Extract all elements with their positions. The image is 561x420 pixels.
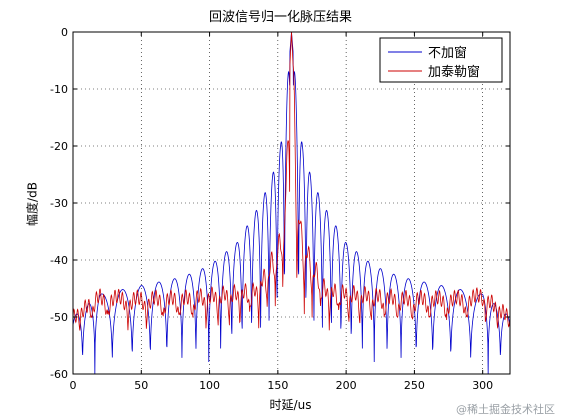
x-tick-label: 50 (134, 379, 148, 392)
y-axis-label: 幅度/dB (25, 182, 40, 226)
x-tick-label: 0 (70, 379, 77, 392)
y-tick-label: -20 (50, 140, 68, 153)
y-tick-label: -50 (50, 311, 68, 324)
x-tick-label: 100 (199, 379, 220, 392)
x-tick-label: 250 (404, 379, 425, 392)
y-tick-label: -60 (50, 368, 68, 381)
watermark: @稀土掘金技术社区 (456, 403, 555, 416)
y-tick-label: -40 (50, 254, 68, 267)
legend-label-1: 不加窗 (428, 45, 467, 61)
y-tick-label: 0 (61, 26, 68, 39)
plot-area (73, 32, 510, 374)
legend-label-2: 加泰勒窗 (428, 64, 480, 80)
x-axis-label: 时延/us (269, 398, 312, 412)
y-tick-label: -30 (50, 197, 68, 210)
x-tick-label: 200 (336, 379, 357, 392)
y-tick-label: -10 (50, 83, 68, 96)
legend-box (379, 37, 503, 83)
x-tick-label: 150 (267, 379, 288, 392)
chart-title: 回波信号归一化脉压结果 (208, 10, 352, 25)
x-tick-label: 300 (472, 379, 493, 392)
